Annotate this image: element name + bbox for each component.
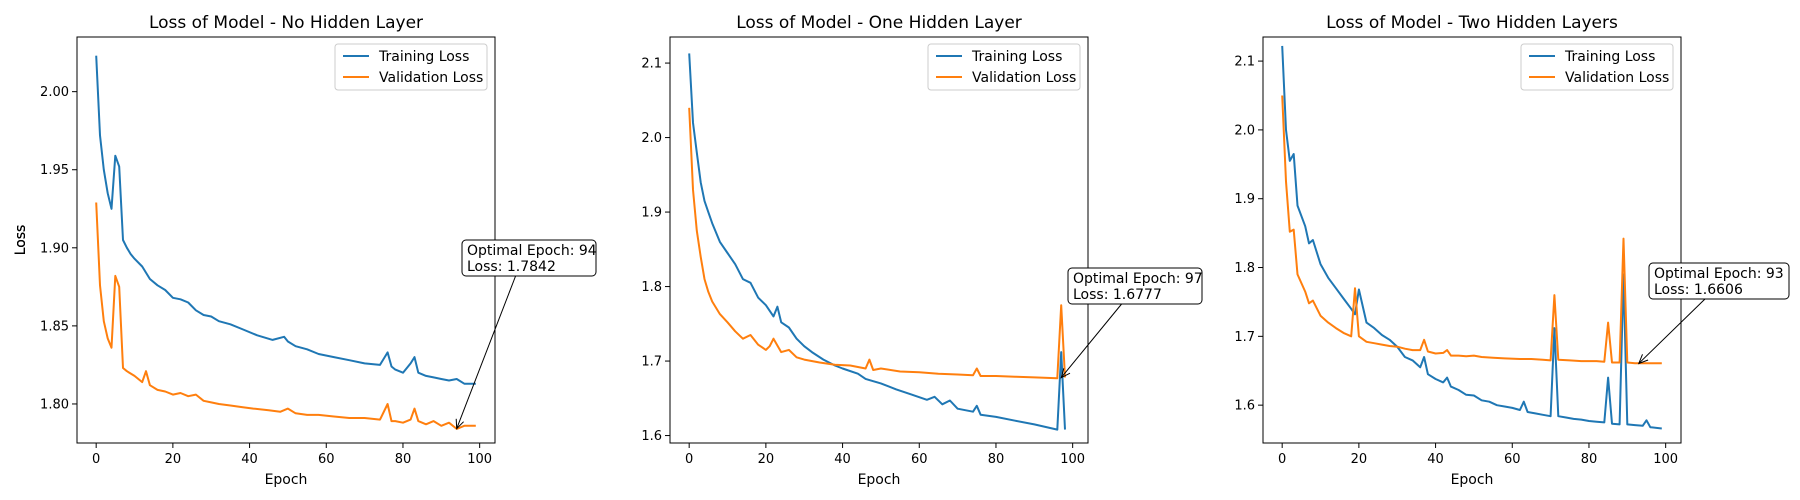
y-tick-label: 1.95 [40, 163, 69, 178]
x-tick-label: 80 [1581, 452, 1598, 467]
x-tick-label: 100 [467, 452, 492, 467]
y-tick-label: 2.0 [1234, 123, 1255, 138]
plot-area [669, 36, 1089, 444]
y-tick-label: 2.1 [1234, 55, 1255, 70]
series-line-training [1281, 45, 1662, 430]
annotation-arrow [456, 275, 517, 429]
x-tick-label: 60 [318, 452, 335, 467]
annotation-loss: Loss: 1.6777 [1073, 287, 1162, 303]
x-axis-label: Epoch [858, 472, 901, 488]
y-tick-label: 1.7 [641, 355, 662, 370]
y-tick-label: 1.9 [641, 206, 662, 221]
plot-area [1262, 36, 1682, 444]
chart-panel-no-hidden-layer: 0 20 40 60 80 100 1.80 1.85 1.90 1.95 2.00 Loss of … [13, 13, 597, 488]
y-tick-label: 2.00 [40, 85, 69, 100]
annotation-box [1067, 267, 1203, 305]
y-tick-label: 1.80 [40, 397, 69, 412]
chart-title: Loss of Model - Two Hidden Layers [1326, 13, 1618, 33]
y-tick-label: 1.8 [1234, 261, 1255, 276]
y-tick-label: 1.90 [40, 241, 69, 256]
x-tick-label: 100 [1653, 452, 1678, 467]
annotation-loss: Loss: 1.7842 [467, 259, 556, 275]
y-axis-label: Loss [13, 225, 29, 256]
series-line-validation [95, 202, 476, 430]
legend: Training Loss Validation Loss [1520, 43, 1674, 91]
legend-entry: Training Loss [1564, 49, 1655, 65]
legend-entry: Validation Loss [1565, 70, 1669, 86]
x-tick-label: 20 [1351, 452, 1368, 467]
series-line-validation [688, 107, 1066, 380]
y-tick-label: 2.0 [641, 131, 662, 146]
chart-panel-one-hidden-layer: 0 20 40 60 80 100 1.6 1.7 1.8 1.9 2.0 2.1 Loss of Mo… [13, 13, 1203, 488]
annotation-epoch: Optimal Epoch: 94 [467, 243, 597, 259]
legend-box [1520, 43, 1674, 91]
y-tick-label: 1.7 [1234, 330, 1255, 345]
legend: Training Loss Validation Loss [927, 43, 1081, 91]
y-tick-label: 2.1 [641, 57, 662, 72]
annotation-arrowhead [1060, 368, 1071, 379]
chart-title: Loss of Model - No Hidden Layer [149, 13, 423, 33]
legend-box [927, 43, 1081, 91]
x-tick-label: 40 [834, 452, 851, 467]
chart-title: Loss of Model - One Hidden Layer [736, 13, 1022, 33]
annotation-loss: Loss: 1.6606 [1654, 282, 1743, 298]
x-tick-label: 20 [758, 452, 775, 467]
chart-panel-two-hidden-layers: 0 20 40 60 80 100 1.6 1.7 1.8 1.9 2.0 2.1 Loss of Mo… [13, 13, 1790, 488]
x-tick-label: 40 [241, 452, 258, 467]
annotation-arrowhead [1637, 354, 1649, 365]
annotation-box [1648, 262, 1790, 300]
annotation-arrow [1638, 298, 1706, 364]
y-tick-label: 1.6 [641, 429, 662, 444]
y-axis-label: Loss [13, 225, 29, 256]
x-tick-label: 0 [685, 452, 693, 467]
legend-box [334, 43, 488, 91]
y-tick-label: 1.85 [40, 319, 69, 334]
x-axis-label: Epoch [265, 472, 308, 488]
legend: Training Loss Validation Loss [334, 43, 488, 91]
x-tick-label: 60 [1504, 452, 1521, 467]
x-tick-label: 80 [988, 452, 1005, 467]
series-line-validation [1281, 95, 1662, 365]
legend-entry: Validation Loss [379, 70, 483, 86]
legend-entry: Validation Loss [972, 70, 1076, 86]
x-tick-label: 40 [1427, 452, 1444, 467]
y-tick-label: 1.8 [641, 280, 662, 295]
x-tick-label: 0 [1278, 452, 1286, 467]
y-tick-label: 1.9 [1234, 192, 1255, 207]
x-tick-label: 0 [92, 452, 100, 467]
legend-entry: Training Loss [971, 49, 1062, 65]
annotation-arrowhead [455, 418, 464, 430]
x-tick-label: 60 [911, 452, 928, 467]
annotation-epoch: Optimal Epoch: 93 [1654, 266, 1784, 282]
x-tick-label: 20 [165, 452, 182, 467]
x-tick-label: 100 [1060, 452, 1085, 467]
legend-entry: Training Loss [378, 49, 469, 65]
annotation-epoch: Optimal Epoch: 97 [1073, 271, 1203, 287]
y-tick-label: 1.6 [1234, 399, 1255, 414]
annotation-box [461, 239, 597, 277]
x-tick-label: 80 [395, 452, 412, 467]
x-axis-label: Epoch [1451, 472, 1494, 488]
annotation-arrow [1060, 303, 1122, 378]
y-axis-label: Loss [13, 225, 29, 256]
series-line-training [95, 55, 476, 385]
